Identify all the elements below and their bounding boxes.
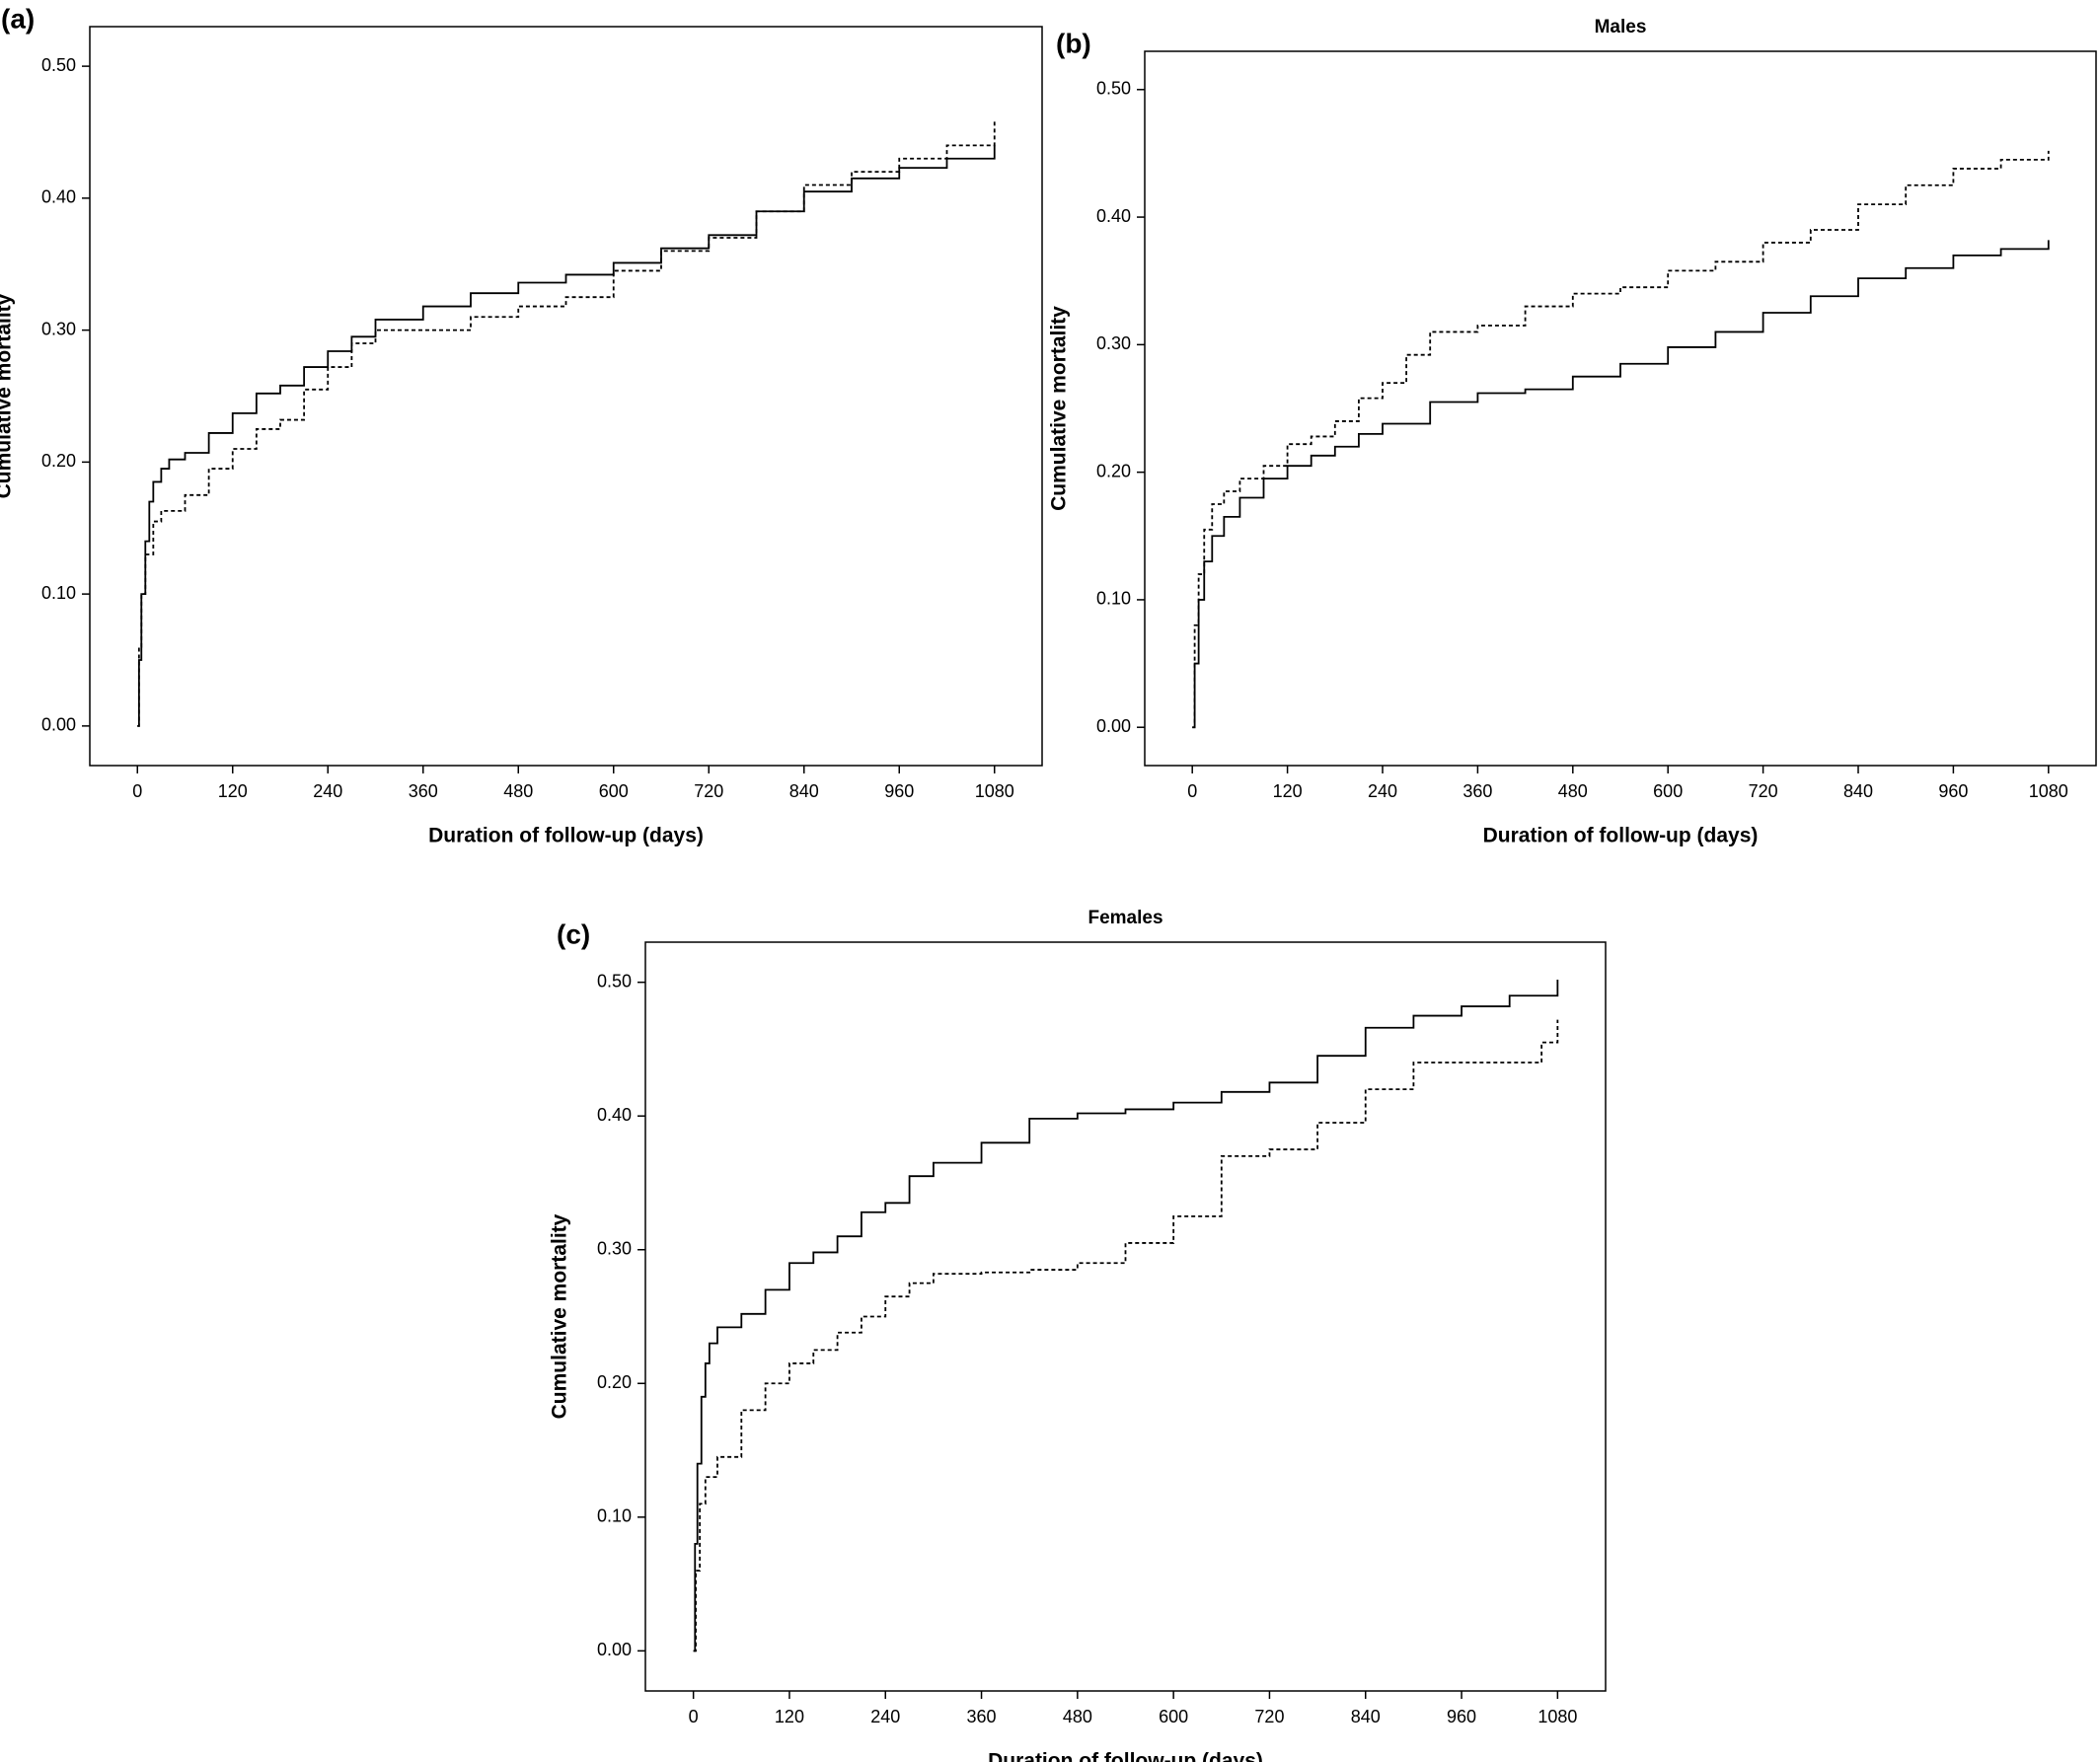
y-axis-label: Cumulative mortality — [1048, 306, 1071, 511]
panel-label: (c) — [557, 918, 590, 949]
x-axis-label: Duration of follow-up (days) — [1483, 825, 1759, 847]
y-tick-label: 0.10 — [597, 1506, 632, 1526]
y-tick-label: 0.10 — [1096, 589, 1131, 609]
x-tick-label: 1080 — [2029, 781, 2068, 801]
x-tick-label: 120 — [775, 1707, 804, 1726]
x-tick-label: 960 — [1447, 1707, 1476, 1726]
survival-curve — [1192, 240, 2050, 729]
y-tick-label: 0.40 — [597, 1105, 632, 1125]
x-axis-label: Duration of follow-up (days) — [428, 825, 704, 847]
x-tick-label: 240 — [1368, 781, 1397, 801]
y-tick-label: 0.30 — [597, 1238, 632, 1258]
x-tick-label: 1080 — [975, 781, 1014, 801]
y-tick-label: 0.00 — [41, 715, 76, 735]
panel-label: (a) — [1, 3, 35, 34]
x-tick-label: 360 — [1462, 781, 1492, 801]
chart-title: Females — [1088, 908, 1162, 928]
chart-title: Males — [1595, 17, 1647, 37]
x-tick-label: 480 — [1063, 1707, 1092, 1726]
y-tick-label: 0.00 — [597, 1640, 632, 1659]
x-tick-label: 1080 — [1538, 1707, 1577, 1726]
x-tick-label: 480 — [1558, 781, 1588, 801]
y-tick-label: 0.30 — [41, 319, 76, 338]
x-tick-label: 480 — [503, 781, 533, 801]
y-tick-label: 0.20 — [41, 451, 76, 471]
x-tick-label: 240 — [313, 781, 342, 801]
x-tick-label: 240 — [870, 1707, 900, 1726]
y-tick-label: 0.40 — [1096, 206, 1131, 226]
x-tick-label: 840 — [1351, 1707, 1381, 1726]
y-tick-label: 0.00 — [1096, 716, 1131, 736]
panel-label: (b) — [1056, 28, 1091, 58]
plot-frame — [89, 26, 1043, 767]
y-tick-label: 0.50 — [1096, 79, 1131, 99]
y-tick-label: 0.20 — [597, 1372, 632, 1392]
y-tick-label: 0.50 — [597, 971, 632, 991]
survival-curve — [137, 118, 996, 727]
x-tick-label: 840 — [1843, 781, 1873, 801]
y-axis-label: Cumulative mortality — [0, 293, 16, 498]
x-tick-label: 600 — [1653, 781, 1683, 801]
x-tick-label: 960 — [884, 781, 914, 801]
x-tick-label: 600 — [599, 781, 629, 801]
x-tick-label: 840 — [789, 781, 819, 801]
survival-curve — [1192, 150, 2050, 729]
y-axis-label: Cumulative mortality — [549, 1213, 571, 1419]
x-tick-label: 360 — [967, 1707, 997, 1726]
x-tick-label: 0 — [1187, 781, 1197, 801]
y-tick-label: 0.10 — [41, 583, 76, 603]
survival-curve — [137, 145, 996, 727]
x-tick-label: 600 — [1159, 1707, 1188, 1726]
plot-frame — [644, 941, 1607, 1692]
y-tick-label: 0.20 — [1096, 461, 1131, 480]
x-tick-label: 360 — [409, 781, 438, 801]
x-tick-label: 120 — [1273, 781, 1303, 801]
plot-frame — [1144, 50, 2097, 767]
x-tick-label: 720 — [1254, 1707, 1284, 1726]
y-tick-label: 0.30 — [1096, 333, 1131, 353]
x-tick-label: 720 — [1749, 781, 1778, 801]
y-tick-label: 0.50 — [41, 55, 76, 75]
y-tick-label: 0.40 — [41, 187, 76, 207]
x-tick-label: 0 — [689, 1707, 699, 1726]
x-tick-label: 720 — [694, 781, 723, 801]
x-axis-label: Duration of follow-up (days) — [988, 1750, 1263, 1762]
x-tick-label: 120 — [218, 781, 248, 801]
survival-curve — [693, 1019, 1559, 1652]
x-tick-label: 960 — [1938, 781, 1968, 801]
survival-curve — [693, 979, 1559, 1652]
x-tick-label: 0 — [132, 781, 142, 801]
